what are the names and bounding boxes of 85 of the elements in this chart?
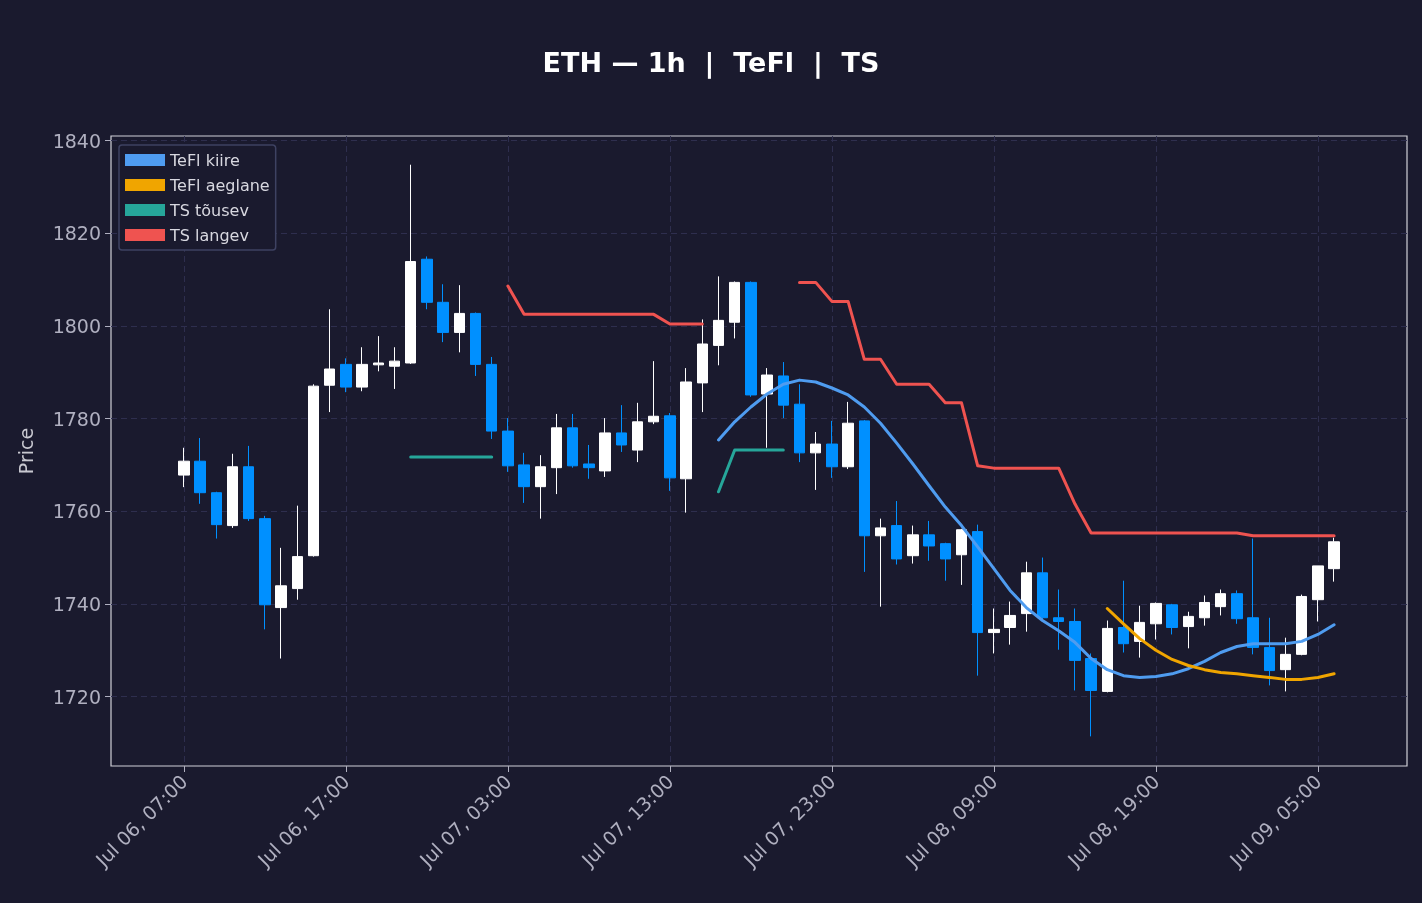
y-tick-label: 1800 bbox=[52, 314, 101, 337]
candlestick bbox=[373, 335, 384, 372]
line-series bbox=[1105, 607, 1336, 681]
candlestick bbox=[697, 318, 708, 413]
candlestick bbox=[1328, 537, 1340, 583]
candlestick bbox=[227, 453, 238, 529]
candlestick bbox=[324, 308, 335, 413]
candlestick bbox=[842, 401, 854, 470]
candlestick bbox=[988, 608, 1000, 654]
candlestick bbox=[956, 528, 967, 586]
candlestick bbox=[745, 280, 757, 398]
legend-label: TeFl kiire bbox=[169, 150, 240, 170]
candlestick bbox=[632, 402, 643, 463]
candlestick bbox=[405, 164, 416, 365]
y-tick-label: 1840 bbox=[52, 129, 101, 152]
legend-label: TS tõusev bbox=[169, 200, 249, 220]
candlestick bbox=[1296, 594, 1307, 656]
candlestick bbox=[713, 275, 724, 366]
candlestick bbox=[518, 452, 530, 504]
candlestick bbox=[1264, 617, 1275, 686]
candlestick bbox=[308, 383, 319, 558]
candlestick bbox=[1069, 608, 1081, 691]
y-tick-label: 1780 bbox=[52, 407, 101, 430]
candlestick bbox=[1166, 603, 1178, 635]
candlestick bbox=[292, 505, 303, 601]
candlestick bbox=[178, 447, 190, 488]
candlestick bbox=[356, 346, 368, 392]
candlestick bbox=[470, 311, 481, 377]
candlestick bbox=[1037, 557, 1048, 622]
candlestick bbox=[211, 491, 222, 540]
candlestick bbox=[1231, 589, 1243, 625]
candlestick bbox=[437, 283, 449, 343]
candlestick bbox=[648, 360, 659, 425]
y-tick-label: 1760 bbox=[52, 500, 101, 523]
candlestick bbox=[826, 420, 838, 479]
candlestick bbox=[599, 417, 611, 478]
candlestick bbox=[1280, 637, 1291, 692]
candlestick bbox=[1085, 652, 1097, 737]
legend-label: TeFl aeglane bbox=[169, 175, 270, 195]
candlestick bbox=[1053, 589, 1064, 651]
candlestick bbox=[1215, 589, 1226, 616]
candlestick bbox=[502, 417, 514, 473]
candlestick bbox=[1312, 565, 1324, 622]
candlestick bbox=[729, 280, 740, 339]
candlestick bbox=[1150, 601, 1162, 641]
candlestick bbox=[259, 515, 271, 630]
y-axis-title: Price bbox=[14, 427, 37, 475]
candlestick bbox=[1004, 601, 1016, 646]
candlestick bbox=[421, 255, 433, 310]
candlestick bbox=[891, 500, 902, 565]
candlestick bbox=[1102, 620, 1113, 693]
line-series bbox=[717, 378, 1336, 680]
candlestick bbox=[194, 437, 206, 505]
candlestick bbox=[535, 454, 546, 520]
candlestick bbox=[486, 356, 497, 440]
legend-label: TS langev bbox=[169, 225, 249, 245]
candlestick bbox=[1247, 538, 1259, 655]
y-tick-label: 1820 bbox=[52, 222, 101, 245]
y-tick-label: 1740 bbox=[52, 592, 101, 615]
candlestick bbox=[567, 413, 578, 469]
candlestick bbox=[794, 383, 805, 463]
candlestick bbox=[859, 419, 870, 573]
candlestick bbox=[243, 445, 254, 522]
candlestick bbox=[616, 404, 627, 453]
candlestick bbox=[907, 525, 919, 565]
candlestick bbox=[454, 284, 465, 353]
candlestick bbox=[1021, 561, 1032, 633]
candlestick bbox=[680, 367, 692, 514]
candlestick bbox=[340, 357, 352, 393]
candlestick bbox=[1183, 611, 1194, 649]
candlestick bbox=[583, 444, 595, 480]
candlestick bbox=[664, 412, 676, 492]
candlestick bbox=[389, 346, 400, 390]
candlestick bbox=[551, 413, 562, 495]
candlestick bbox=[972, 524, 983, 677]
chart-title: ETH — 1h | TeFl | TS bbox=[542, 47, 880, 79]
candlestick bbox=[1118, 580, 1129, 654]
candlestick bbox=[875, 518, 886, 608]
candlestick bbox=[1199, 595, 1210, 627]
candlestick bbox=[940, 542, 951, 582]
y-tick-label: 1720 bbox=[52, 685, 101, 708]
candlestick bbox=[923, 520, 935, 562]
candlestick bbox=[810, 431, 821, 491]
candlestick bbox=[275, 547, 287, 660]
candlestick bbox=[761, 367, 773, 449]
